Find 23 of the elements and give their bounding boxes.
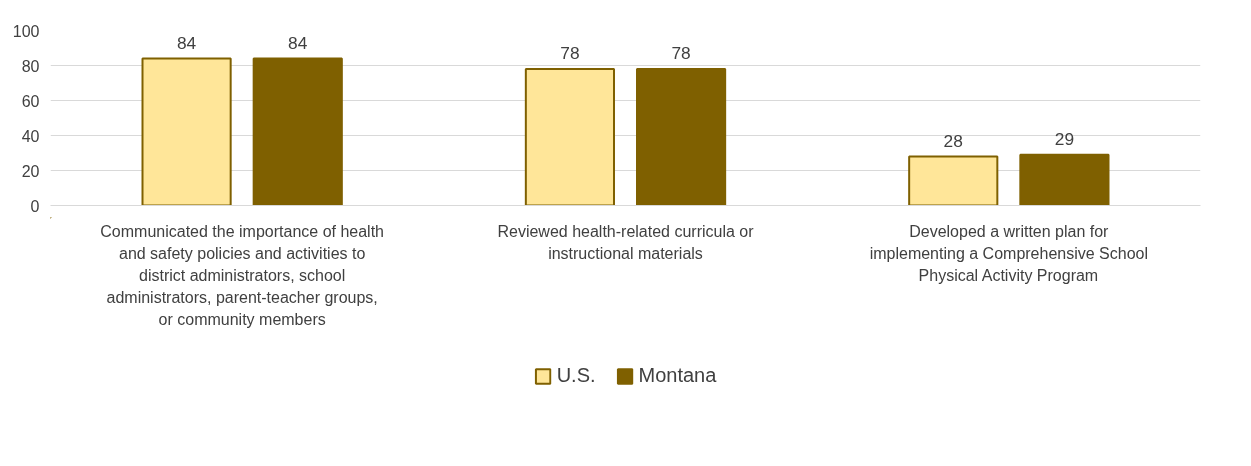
bar <box>524 68 615 206</box>
bar <box>141 57 232 206</box>
data-label: 84 <box>176 32 197 53</box>
legend-label: U.S. <box>556 364 596 387</box>
y-tick-label: 0 <box>30 197 40 215</box>
bar <box>1019 153 1110 206</box>
y-tick-label: 20 <box>21 162 40 180</box>
data-label: 29 <box>1054 128 1075 149</box>
y-tick-label: 40 <box>21 127 40 145</box>
data-label: 84 <box>288 32 308 53</box>
y-tick-label: 100 <box>12 22 40 40</box>
x-tick-label: Communicated the importance of health and safety policies and activities to district administrators, school administrators, parent-teacher groups, or community members <box>100 222 385 329</box>
y-tick-label: 80 <box>21 57 40 75</box>
data-label: 78 <box>560 43 580 63</box>
x-tick-label: Developed a written plan for implementing a Comprehensive School Physical Activity Program <box>869 222 1149 285</box>
bar <box>636 68 727 206</box>
data-label: 78 <box>671 43 691 63</box>
y-tick-label: 60 <box>21 92 40 110</box>
legend-label: Montana <box>638 364 717 387</box>
bar <box>908 155 999 206</box>
bar <box>252 57 343 206</box>
data-label: 28 <box>943 130 963 151</box>
x-tick-label: Reviewed health-related curricula or instructional materials <box>497 222 755 262</box>
